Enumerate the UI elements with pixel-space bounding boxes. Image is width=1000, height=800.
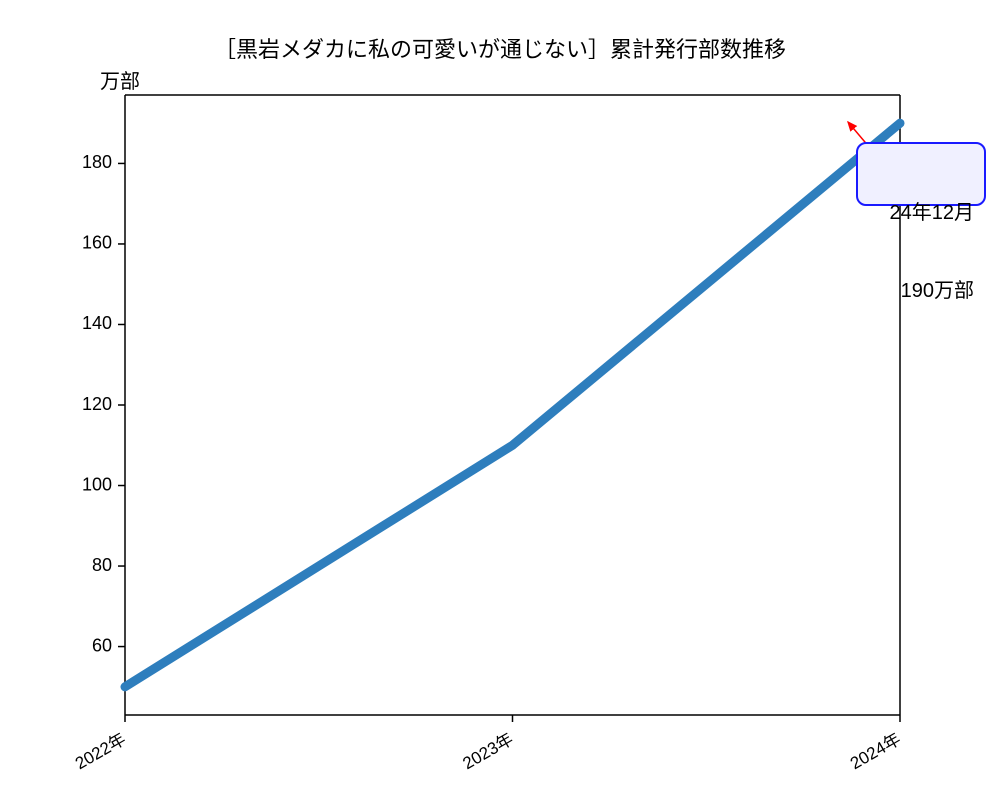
svg-text:100: 100	[82, 474, 112, 494]
svg-text:160: 160	[82, 233, 112, 253]
annotation-line1: 24年12月	[868, 200, 974, 226]
annotation-callout: 24年12月 190万部	[856, 142, 986, 206]
svg-text:80: 80	[92, 555, 112, 575]
svg-text:120: 120	[82, 394, 112, 414]
svg-text:60: 60	[92, 635, 112, 655]
svg-text:140: 140	[82, 313, 112, 333]
annotation-line2: 190万部	[868, 278, 974, 304]
svg-text:180: 180	[82, 152, 112, 172]
svg-text:2022年: 2022年	[72, 729, 129, 773]
chart-container: ［黒岩メダカに私の可愛いが通じない］累計発行部数推移 万部 6080100120…	[0, 0, 1000, 800]
svg-text:2023年: 2023年	[460, 729, 517, 773]
chart-svg: 60 80 100 120 140 160 180 2022年 2023年 2024年	[0, 0, 1000, 800]
svg-text:2024年: 2024年	[847, 729, 904, 773]
